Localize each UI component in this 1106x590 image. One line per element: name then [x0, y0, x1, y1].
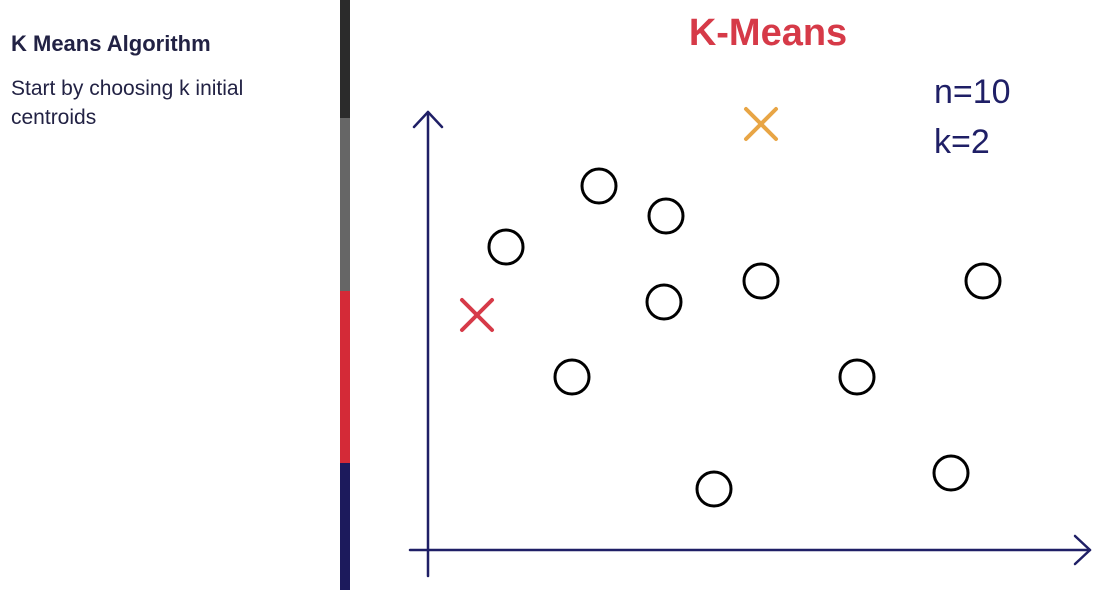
slide-title: K-Means	[688, 12, 848, 54]
data-point-1	[487, 228, 525, 266]
centroid-1-x-mark-icon	[460, 298, 494, 332]
centroids	[460, 107, 778, 332]
n-label: n=10	[934, 73, 1011, 111]
progress-segment-4	[340, 463, 350, 590]
data-point-3	[647, 197, 685, 235]
axes	[408, 110, 1092, 578]
centroid-2-x-mark-icon	[744, 107, 778, 141]
data-point-7	[553, 358, 591, 396]
progress-segment-2	[340, 118, 350, 291]
data-points	[487, 167, 1002, 508]
sidebar-description: Start by choosing k initial centroids	[11, 77, 244, 129]
data-point-10	[932, 454, 970, 492]
sidebar-title: K Means Algorithm	[11, 31, 211, 56]
data-point-4	[645, 283, 683, 321]
progress-bar	[340, 0, 350, 590]
progress-segment-3	[340, 291, 350, 463]
k-label: k=2	[934, 123, 990, 161]
data-point-9	[695, 470, 733, 508]
data-point-8	[838, 358, 876, 396]
progress-segment-1	[340, 0, 350, 148]
y-axis-arrowhead	[412, 110, 444, 129]
data-point-2	[580, 167, 618, 205]
sidebar: K Means Algorithm Start by choosing k in…	[0, 0, 340, 590]
data-point-6	[964, 262, 1002, 300]
data-point-5	[742, 262, 780, 300]
x-axis-arrowhead	[1073, 534, 1092, 566]
